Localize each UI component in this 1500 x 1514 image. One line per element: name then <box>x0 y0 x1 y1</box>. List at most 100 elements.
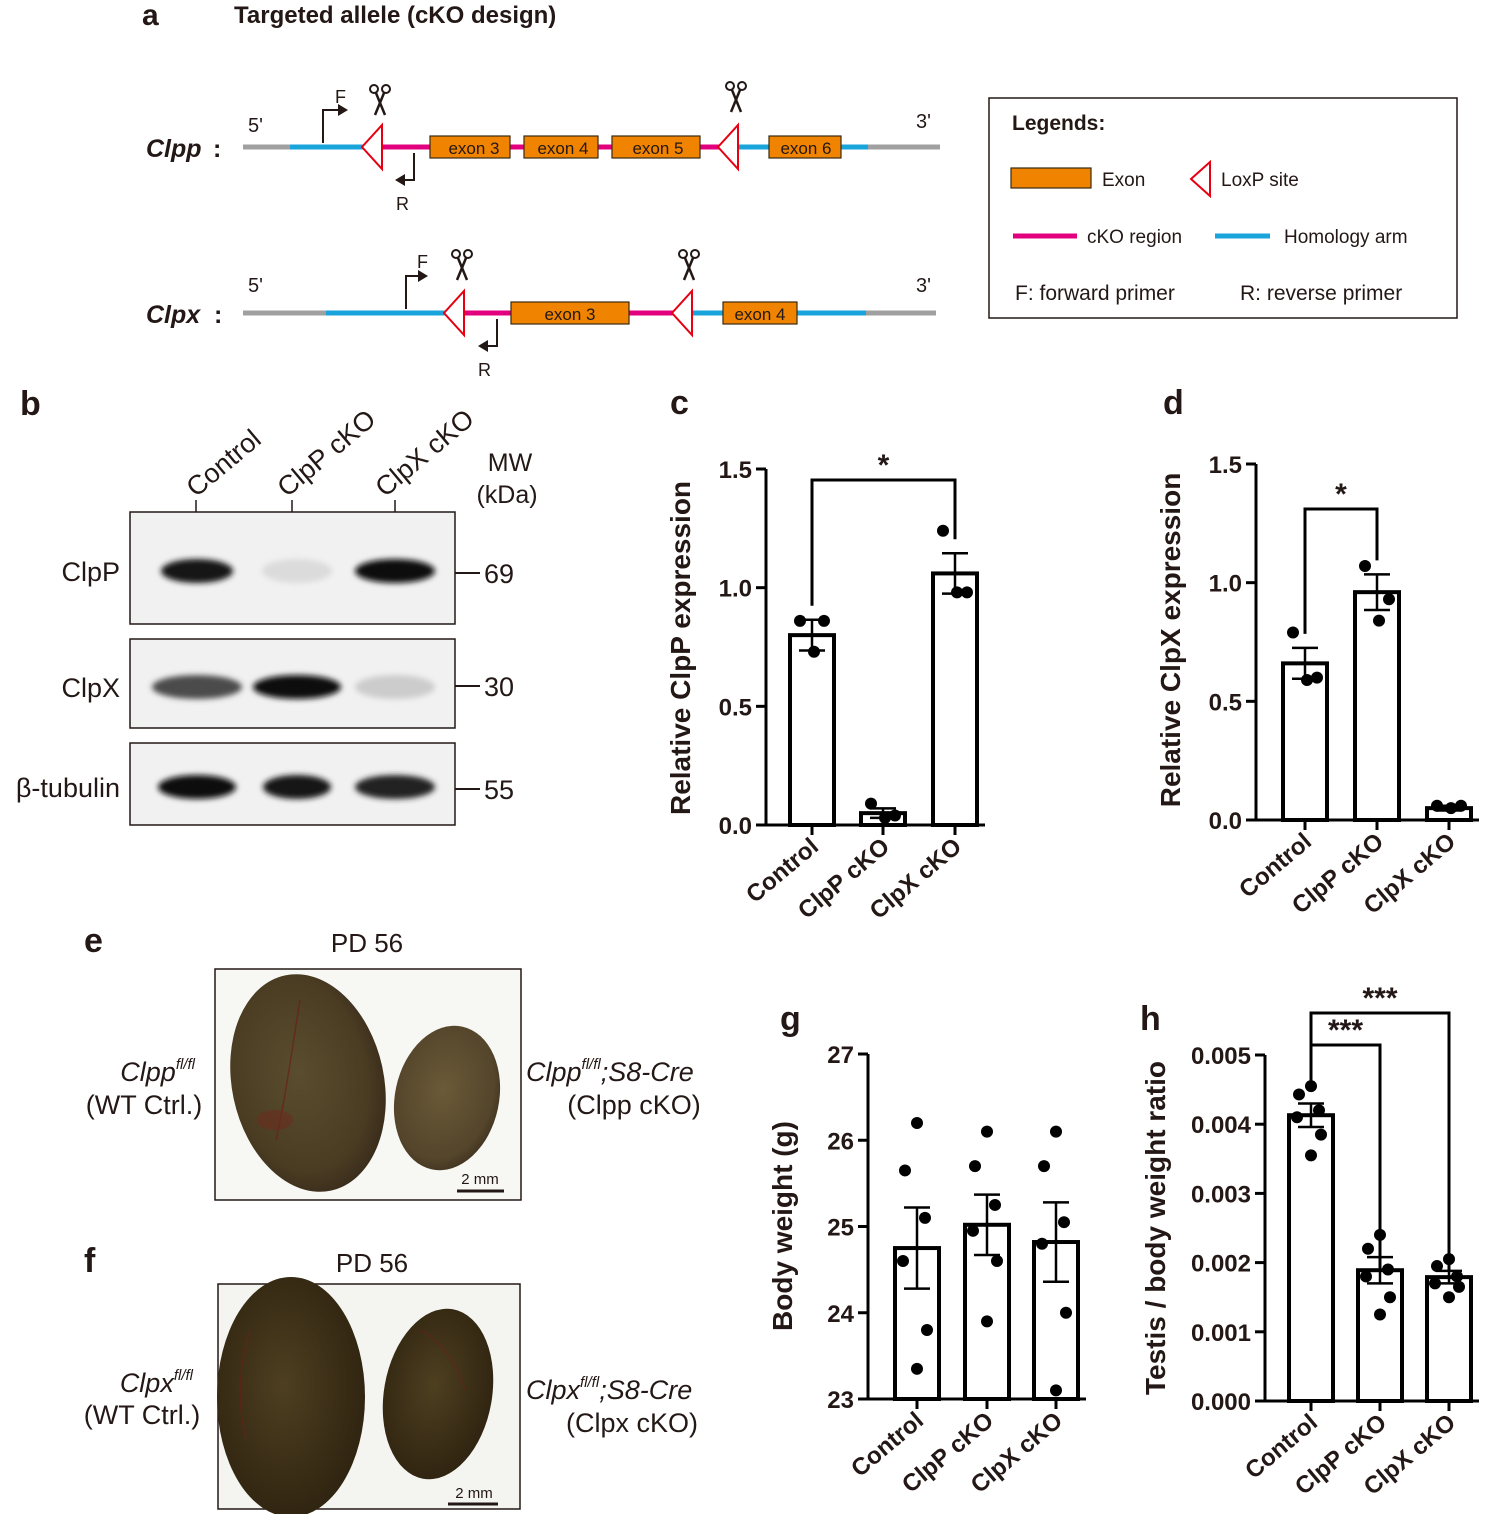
panel-f-left-genotype: Clpxfl/fl <box>120 1367 194 1398</box>
svg-text:R: R <box>396 194 409 214</box>
clpp-allele: Clpp : 5' 3' exon 3 exon 4 exon 5 exon 6 <box>146 81 940 214</box>
data-point <box>919 1211 931 1224</box>
clpp-five-prime: 5' <box>248 115 263 137</box>
svg-text:F: F <box>335 87 346 107</box>
y-axis-label: Testis / body weight ratio <box>1140 1061 1171 1395</box>
lane-label-clpx-cko: ClpX cKO <box>370 403 480 502</box>
clpx-scissors-icon-right <box>678 249 700 281</box>
svg-text:F: F <box>417 252 428 272</box>
svg-text:R: R <box>478 360 491 380</box>
clpx-forward-primer: F <box>405 252 428 309</box>
data-point <box>1060 1306 1072 1319</box>
data-point <box>1305 1149 1317 1162</box>
legend-homology-label: Homology arm <box>1284 227 1408 248</box>
panel-f: f PD 56 2 mm Clpxfl/fl (WT Ctrl.) Clpxfl… <box>84 1242 698 1514</box>
panel-e: e PD 56 2 mm Clppfl/fl (WT Ctrl.) Clppfl… <box>84 922 701 1201</box>
significance-bracket <box>1309 1011 1451 1270</box>
mw-title-line-2: (kDa) <box>476 481 537 509</box>
mw-title-line-1: MW <box>488 449 533 477</box>
y-tick-label: 26 <box>827 1128 854 1155</box>
y-tick-label: 0.5 <box>1209 689 1242 716</box>
significance-label: *** <box>1362 982 1397 1015</box>
blot-protein-label: ClpP <box>61 557 120 587</box>
blot-protein-label: ClpX <box>61 673 120 703</box>
data-point <box>1036 1237 1048 1250</box>
panel-a: a Targeted allele (cKO design) Clpp : 5'… <box>142 0 1458 380</box>
data-point <box>1359 560 1371 573</box>
data-point <box>1301 673 1313 686</box>
data-point <box>1315 1128 1327 1141</box>
data-point <box>911 1117 923 1129</box>
y-axis-label: Body weight (g) <box>767 1121 798 1331</box>
clpp-exon-3-label: exon 3 <box>448 139 499 158</box>
legend-title: Legends: <box>1012 112 1105 135</box>
significance-bracket <box>1303 507 1379 634</box>
bar <box>1287 1113 1335 1403</box>
blot-band <box>262 559 332 583</box>
chart-testis-body-weight-ratio: 0.000 0.001 0.002 0.003 0.004 0.005 Testis / b… <box>1140 982 1479 1501</box>
data-point <box>921 1324 933 1336</box>
y-tick-label: 1.5 <box>1209 452 1242 479</box>
data-point <box>808 645 820 658</box>
data-point <box>981 1125 993 1138</box>
y-tick-label: 1.0 <box>1209 571 1242 598</box>
clpp-exon-6 <box>768 135 842 159</box>
panel-e-left-subtitle: (WT Ctrl.) <box>86 1090 202 1120</box>
panel-f-left-subtitle: (WT Ctrl.) <box>84 1400 200 1430</box>
data-point <box>1431 1260 1443 1273</box>
blot-band <box>355 775 435 799</box>
clpx-exon-4-label: exon 4 <box>734 305 785 324</box>
panel-f-testis-cko <box>382 1308 494 1480</box>
data-point <box>991 1255 1003 1267</box>
legend-exon-label: Exon <box>1102 170 1145 191</box>
y-tick-label: 1.5 <box>719 457 752 484</box>
y-axis-label: Relative ClpP expression <box>665 481 696 815</box>
data-point <box>1058 1216 1070 1229</box>
clpx-exon-3 <box>510 301 630 325</box>
bar <box>931 571 979 828</box>
data-point <box>1451 1270 1463 1283</box>
data-point <box>1431 799 1443 812</box>
data-point <box>1038 1160 1050 1173</box>
panel-e-right-subtitle: (Clpp cKO) <box>567 1090 701 1120</box>
data-point <box>1362 1242 1374 1255</box>
data-point <box>951 586 963 599</box>
data-point <box>889 809 901 822</box>
y-axis-label: Relative ClpX expression <box>1155 473 1186 808</box>
significance-label: * <box>878 449 890 482</box>
legend-reverse-primer: R: reverse primer <box>1240 282 1402 305</box>
data-point <box>1373 614 1385 627</box>
panel-e-scale-bar-label: 2 mm <box>461 1171 499 1188</box>
clpx-three-prime: 3' <box>916 275 931 297</box>
legend-forward-primer: F: forward primer <box>1015 282 1175 305</box>
data-point <box>937 524 949 537</box>
data-point <box>1291 1111 1303 1124</box>
data-point <box>1360 1270 1372 1283</box>
clpp-scissors-icon-left <box>369 84 391 116</box>
data-point <box>1453 1280 1465 1293</box>
clpx-loxp-site-right <box>670 288 693 338</box>
blot-band <box>355 559 435 583</box>
blot-band <box>152 675 242 699</box>
significance-label: * <box>1335 478 1347 511</box>
y-tick-label: 0.0 <box>719 813 752 840</box>
panel-label-e: e <box>84 922 103 960</box>
clpp-loxp-site-left <box>360 122 383 172</box>
legend-exon-swatch <box>1010 167 1092 189</box>
clpp-exon-5 <box>611 135 701 159</box>
y-tick-label: 0.0 <box>1209 808 1242 835</box>
clpx-gene-label: Clpx <box>146 301 201 329</box>
significance-bracket <box>810 478 957 606</box>
panel-f-testis-control <box>217 1277 365 1514</box>
data-point <box>1293 1088 1305 1101</box>
clpp-reverse-primer: R <box>395 153 415 214</box>
data-point <box>794 614 806 627</box>
panel-e-right-genotype: Clppfl/fl;S8-Cre <box>526 1056 694 1087</box>
data-point <box>1374 1308 1386 1321</box>
clpp-exon-5-label: exon 5 <box>632 139 683 158</box>
y-tick-label: 0.005 <box>1191 1043 1251 1070</box>
y-tick-label: 1.0 <box>719 576 752 603</box>
bar <box>1356 1268 1404 1404</box>
